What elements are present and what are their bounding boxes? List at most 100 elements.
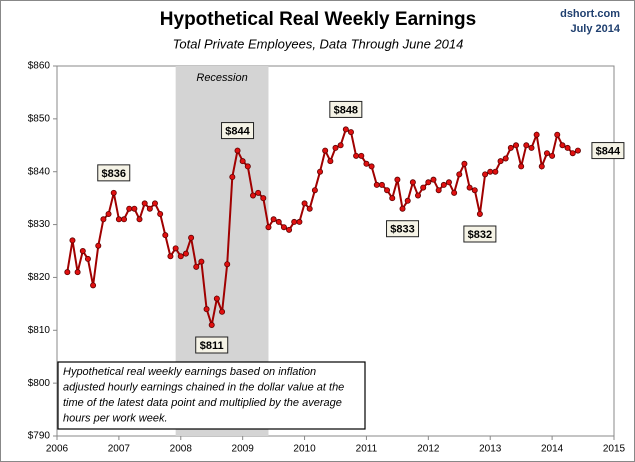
- data-label-group: $832: [463, 225, 497, 243]
- marker: [564, 144, 571, 151]
- source: dshort.com: [560, 8, 620, 20]
- marker: [162, 232, 169, 239]
- marker: [487, 168, 494, 175]
- x-tick-label: 2009: [232, 444, 255, 455]
- x-tick-label: 2014: [541, 444, 564, 455]
- marker: [342, 126, 349, 133]
- marker: [353, 152, 360, 159]
- marker: [523, 142, 530, 149]
- data-label-box: [221, 122, 255, 140]
- marker: [373, 181, 380, 188]
- marker: [121, 216, 128, 223]
- date: July 2014: [570, 23, 620, 35]
- x-tick-label: 2006: [46, 444, 69, 455]
- marker: [188, 234, 195, 241]
- x-tick-label: 2008: [170, 444, 193, 455]
- marker: [115, 216, 122, 223]
- marker: [280, 224, 287, 231]
- data-label-group: $811: [195, 336, 229, 354]
- marker: [399, 205, 406, 212]
- marker: [69, 237, 76, 244]
- recession-label: Recession: [196, 72, 247, 84]
- y-tick-label: $800: [28, 378, 51, 389]
- marker: [471, 187, 478, 194]
- marker: [100, 216, 107, 223]
- marker: [172, 245, 179, 252]
- marker: [513, 142, 520, 149]
- marker: [347, 129, 354, 136]
- marker: [533, 131, 540, 138]
- marker: [507, 144, 514, 151]
- marker: [296, 218, 303, 225]
- data-label-group: $844: [591, 142, 625, 160]
- y-tick-label: $860: [28, 61, 51, 72]
- marker: [317, 168, 324, 175]
- marker: [404, 197, 411, 204]
- marker: [131, 205, 138, 212]
- marker: [425, 179, 432, 186]
- marker: [445, 179, 452, 186]
- marker: [95, 242, 102, 249]
- y-tick-label: $820: [28, 272, 51, 283]
- data-label-group: $836: [97, 164, 131, 182]
- marker: [198, 258, 205, 265]
- data-label-group: $833: [386, 220, 420, 238]
- marker: [219, 308, 226, 315]
- marker: [389, 195, 396, 202]
- note-line: hours per work week.: [63, 412, 168, 424]
- y-tick-label: $810: [28, 325, 51, 336]
- marker: [384, 187, 391, 194]
- marker: [90, 282, 97, 289]
- marker: [482, 171, 489, 178]
- marker: [157, 210, 164, 217]
- marker: [275, 218, 282, 225]
- marker: [358, 152, 365, 159]
- data-label: $836: [102, 168, 126, 180]
- marker: [414, 192, 421, 199]
- marker: [255, 189, 262, 196]
- marker: [497, 158, 504, 165]
- marker: [420, 184, 427, 191]
- marker: [440, 181, 447, 188]
- marker: [461, 160, 468, 167]
- marker: [203, 306, 210, 313]
- chart-subtitle: Total Private Employees, Data Through Ju…: [173, 36, 464, 51]
- marker: [456, 171, 463, 178]
- data-label-box: [463, 225, 497, 243]
- data-label: $811: [200, 340, 224, 352]
- marker: [518, 163, 525, 170]
- marker: [559, 142, 566, 149]
- marker: [306, 205, 313, 212]
- data-label-box: [386, 220, 420, 238]
- marker: [435, 187, 442, 194]
- marker: [574, 147, 581, 154]
- marker: [528, 144, 535, 151]
- note-line: adjusted hourly earnings chained in the …: [63, 381, 344, 393]
- marker: [105, 210, 112, 217]
- marker: [177, 253, 184, 260]
- y-tick-label: $850: [28, 113, 51, 124]
- note-line: Hypothetical real weekly earnings based …: [63, 366, 316, 378]
- marker: [146, 205, 153, 212]
- data-label-box: [591, 142, 625, 160]
- marker: [224, 261, 231, 268]
- marker: [265, 224, 272, 231]
- data-label: $848: [334, 104, 358, 116]
- marker: [337, 142, 344, 149]
- data-label-box: [195, 336, 229, 354]
- marker: [502, 155, 509, 162]
- data-label: $832: [468, 229, 492, 241]
- marker: [229, 173, 236, 180]
- marker: [151, 200, 158, 207]
- marker: [409, 179, 416, 186]
- y-tick-label: $840: [28, 166, 51, 177]
- marker: [378, 181, 385, 188]
- data-label-box: [329, 100, 363, 118]
- marker: [141, 200, 148, 207]
- x-tick-label: 2013: [479, 444, 502, 455]
- data-label: $844: [596, 145, 621, 157]
- x-tick-label: 2010: [293, 444, 316, 455]
- marker: [291, 218, 298, 225]
- y-tick-label: $790: [28, 431, 51, 442]
